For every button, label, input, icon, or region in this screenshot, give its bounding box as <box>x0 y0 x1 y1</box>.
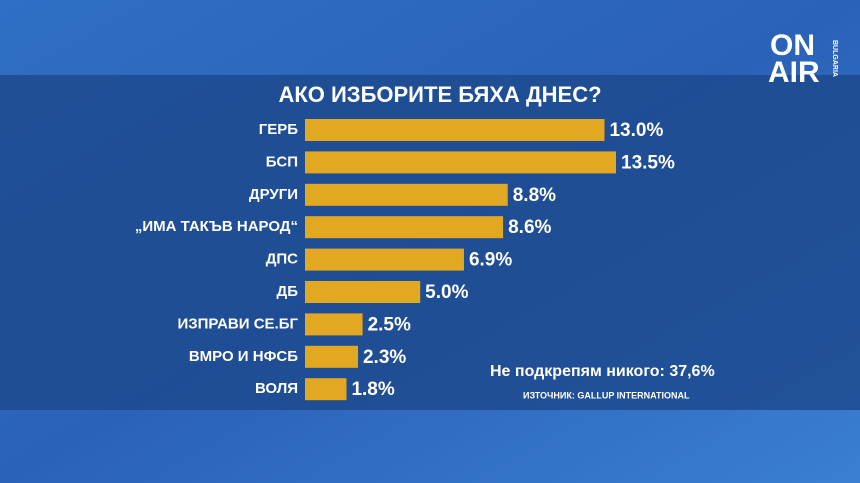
bar <box>305 216 504 239</box>
annotation: Не подкрепям никого: 37,6% <box>490 363 715 380</box>
category-label: ДБ <box>277 283 299 300</box>
value-label: 8.6% <box>508 217 551 238</box>
bar <box>305 119 605 141</box>
category-label: ВОЛЯ <box>255 380 298 397</box>
bar <box>305 281 421 303</box>
logo-sub: BULGARIA <box>831 40 838 77</box>
logo-on: ON <box>770 29 815 62</box>
category-label: ДРУГИ <box>249 186 298 203</box>
category-label: „ИМА ТАКЪВ НАРОД“ <box>135 218 298 235</box>
value-label: 13.0% <box>609 120 663 141</box>
category-label: ДПС <box>266 251 298 268</box>
chart-title: АКО ИЗБОРИТЕ БЯХА ДНЕС? <box>278 82 601 107</box>
bar <box>305 313 363 336</box>
value-label: 5.0% <box>425 282 468 303</box>
category-label: ВМРО И НФСБ <box>189 348 298 365</box>
value-label: 2.5% <box>368 314 411 335</box>
value-label: 13.5% <box>621 152 675 173</box>
value-label: 2.3% <box>363 347 406 368</box>
logo-air: AIR <box>768 56 820 89</box>
category-label: ГЕРБ <box>259 121 299 138</box>
source: ИЗТОЧНИК: GALLUP INTERNATIONAL <box>523 390 690 400</box>
value-label: 8.8% <box>513 185 556 206</box>
bar <box>305 183 508 206</box>
bar <box>305 151 616 174</box>
bar <box>305 248 464 271</box>
bar <box>305 378 347 401</box>
bar <box>305 345 358 368</box>
value-label: 1.8% <box>351 379 394 400</box>
category-label: БСП <box>266 153 298 170</box>
category-label: ИЗПРАВИ СЕ.БГ <box>177 315 298 332</box>
value-label: 6.9% <box>469 250 512 271</box>
